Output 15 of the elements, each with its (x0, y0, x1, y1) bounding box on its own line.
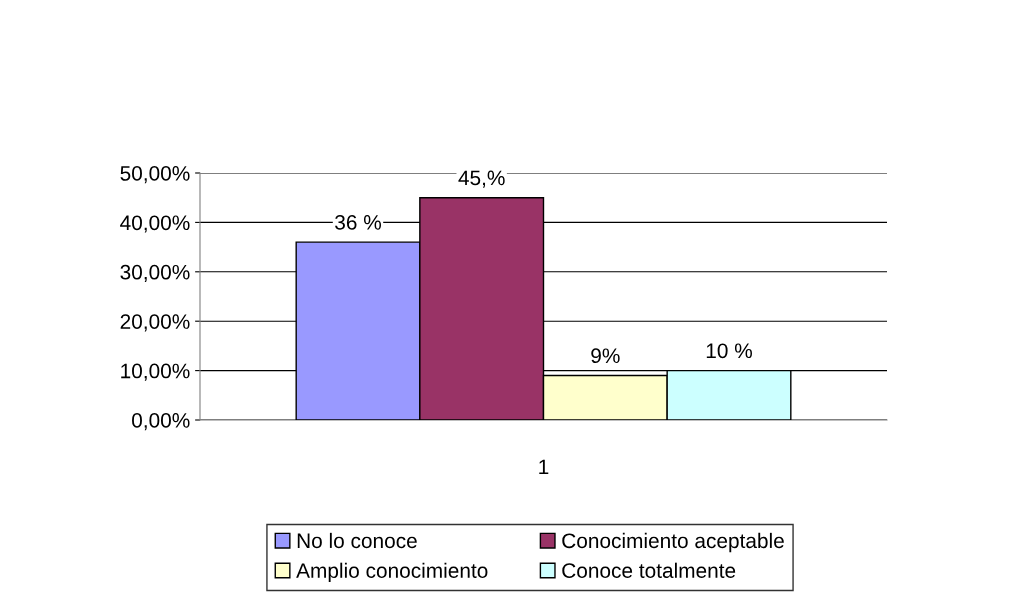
data-label: 10 % (706, 343, 752, 359)
y-tick-label: 10,00% (121, 363, 190, 381)
legend-label: Conoce totalmente (562, 562, 736, 578)
data-label: 36 % (335, 214, 382, 230)
y-tick-label: 0,00% (132, 413, 190, 431)
y-tick-label: 40,00% (120, 215, 190, 233)
y-tick-label: 50,00% (120, 166, 190, 184)
data-label: 45,% (458, 170, 505, 188)
y-tick-label: 20,00% (120, 314, 190, 332)
legend-label: No lo conoce (297, 532, 417, 549)
y-tick-label: 30,00% (120, 264, 190, 283)
legend-label: Amplio conocimiento (296, 562, 488, 583)
legend-label: Conocimiento aceptable (562, 532, 784, 553)
data-label: 9% (591, 348, 620, 364)
x-tick-label: 1 (539, 459, 549, 474)
